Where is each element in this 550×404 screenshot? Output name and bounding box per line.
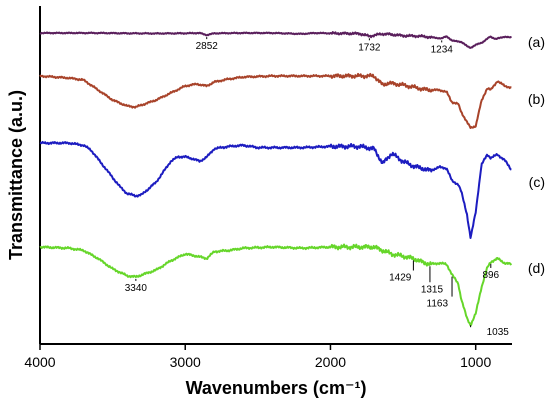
series-line-b: [39, 72, 512, 129]
series-labels: (a) (b) (c) (d): [528, 34, 545, 276]
annotations: 2852 1732 1234 3340 1429 1315 1163 896 1035: [125, 37, 510, 338]
annotation-label: 1234: [431, 44, 454, 55]
x-ticks: 4000 3000 2000 1000: [24, 344, 491, 370]
x-axis-title: Wavenumbers (cm⁻¹): [186, 378, 367, 398]
series-line-d: [39, 243, 513, 327]
y-axis-title: Transmittance (a.u.): [6, 90, 26, 260]
series-label-b: (b): [528, 91, 545, 107]
annotation-label: 1163: [427, 299, 449, 310]
series-label-c: (c): [529, 174, 545, 190]
annotation-label: 2852: [196, 41, 219, 52]
annotation-label: 1315: [421, 284, 444, 295]
series-line-c: [39, 140, 512, 239]
plot-area: 4000 3000 2000 1000 (a) (b) (c) (d) 2852 1732 12…: [24, 6, 545, 370]
annotation-label: 1732: [358, 42, 381, 53]
series-line-a: [39, 31, 513, 49]
x-tick-label: 3000: [170, 354, 201, 370]
annotation-label: 1035: [487, 327, 510, 338]
annotation-label: 1429: [389, 273, 412, 284]
series-label-a: (a): [528, 34, 545, 50]
series-group: [39, 31, 513, 327]
x-tick-label: 1000: [460, 354, 491, 370]
annotation-label: 896: [482, 270, 499, 281]
series-label-d: (d): [528, 260, 545, 276]
x-tick-label: 4000: [24, 354, 55, 370]
annotation-label: 3340: [125, 283, 148, 294]
x-tick-label: 2000: [315, 354, 346, 370]
